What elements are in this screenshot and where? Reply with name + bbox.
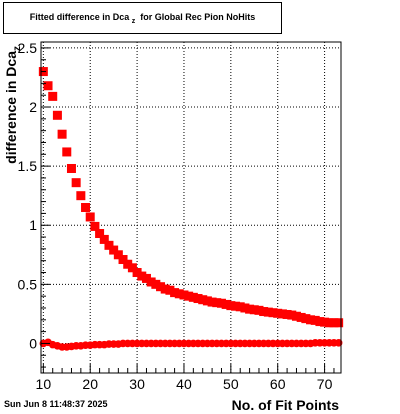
data-point-square xyxy=(226,301,236,311)
data-point-square xyxy=(287,310,297,320)
data-point-square xyxy=(198,295,208,305)
chart-title: Fitted difference in Dca z for Global Re… xyxy=(4,12,281,25)
chart-title-main: Fitted difference in Dca xyxy=(29,12,130,22)
data-point-square xyxy=(329,318,339,328)
data-point-square xyxy=(43,81,53,91)
data-point-square xyxy=(81,203,91,212)
chart-title-rest: for Global Rec Pion NoHits xyxy=(140,12,256,22)
data-point-square xyxy=(315,317,325,327)
data-point-square xyxy=(301,314,311,324)
grid-layer xyxy=(41,42,341,373)
data-point-square xyxy=(249,305,259,315)
data-point-square xyxy=(296,312,306,322)
data-point-square xyxy=(52,110,62,120)
data-point-square xyxy=(170,288,180,298)
x-tick-label: 70 xyxy=(317,376,333,392)
data-point-square xyxy=(235,302,245,312)
data-point-square xyxy=(184,291,194,301)
data-point-square xyxy=(240,303,250,313)
chart-title-sub: z xyxy=(131,18,136,25)
x-tick-label: 20 xyxy=(82,376,98,392)
tick-layer: 10 20 30 40 50 60 70 0 0.5 1 1.5 2 2.5 xyxy=(18,40,335,392)
y-tick-label: 1 xyxy=(29,217,37,233)
data-point-square xyxy=(71,178,81,188)
data-point-square xyxy=(76,191,86,201)
data-point-square xyxy=(127,263,137,273)
x-axis-label: No. of Fit Points xyxy=(232,397,340,413)
y-tick-label: 0.5 xyxy=(18,276,38,292)
data-point-square xyxy=(104,240,114,250)
data-point-square xyxy=(156,282,166,292)
data-point-square xyxy=(320,317,330,327)
data-point-square xyxy=(99,234,109,244)
y-tick-label: 2 xyxy=(29,99,37,115)
data-point-square xyxy=(48,91,58,101)
data-point-square xyxy=(268,308,278,318)
data-point-square xyxy=(123,259,133,269)
y-axis-label: difference in Dcaz xyxy=(3,46,23,164)
data-point-square xyxy=(291,311,301,321)
data-point-square xyxy=(306,315,316,325)
data-point-square xyxy=(174,289,184,299)
data-point-square xyxy=(277,309,287,319)
data-point-square xyxy=(324,318,334,328)
chart-title-box: Fitted difference in Dca z for Global Re… xyxy=(3,2,282,34)
data-point-square xyxy=(259,307,269,317)
data-point-square xyxy=(310,315,320,325)
marker-layer xyxy=(38,67,344,351)
y-tick-label: 2.5 xyxy=(18,40,38,56)
data-point-square xyxy=(165,285,175,295)
data-point-square xyxy=(57,129,67,139)
data-point-square xyxy=(137,271,147,281)
y-tick-label: 0 xyxy=(29,335,37,351)
data-point-square xyxy=(62,147,72,157)
data-point-square xyxy=(85,212,95,222)
data-point-square xyxy=(66,163,76,173)
data-point-square xyxy=(216,298,226,308)
data-point-square xyxy=(95,229,105,239)
data-point-square xyxy=(146,277,156,287)
data-point-square xyxy=(207,297,217,307)
plot-frame xyxy=(40,41,342,374)
data-point-square xyxy=(151,279,161,289)
data-point-square xyxy=(141,273,151,283)
data-point-square xyxy=(221,299,231,309)
data-point-square xyxy=(179,290,189,300)
data-point-square xyxy=(231,301,241,311)
data-point-square xyxy=(188,292,198,302)
data-point-square xyxy=(132,268,142,278)
x-tick-label: 10 xyxy=(36,376,52,392)
data-point-square xyxy=(193,294,203,304)
x-tick-label: 50 xyxy=(223,376,239,392)
data-point-square xyxy=(334,318,344,328)
y-tick-label: 1.5 xyxy=(18,158,38,174)
data-point-square xyxy=(282,309,292,319)
data-point-square xyxy=(245,304,255,314)
data-point-square xyxy=(202,296,212,306)
data-point-square xyxy=(90,221,100,231)
data-point-square xyxy=(273,308,283,318)
x-tick-label: 40 xyxy=(176,376,192,392)
x-tick-label: 60 xyxy=(270,376,286,392)
data-point-square xyxy=(254,305,264,315)
data-point-square xyxy=(113,250,123,260)
data-point-square xyxy=(118,255,128,265)
data-point-square xyxy=(212,298,222,308)
data-point-square xyxy=(263,307,273,317)
footer-date: Sun Jun 8 11:48:37 2025 xyxy=(4,399,108,409)
data-point-square xyxy=(109,245,119,255)
x-tick-label: 30 xyxy=(129,376,145,392)
data-point-square xyxy=(160,284,170,294)
